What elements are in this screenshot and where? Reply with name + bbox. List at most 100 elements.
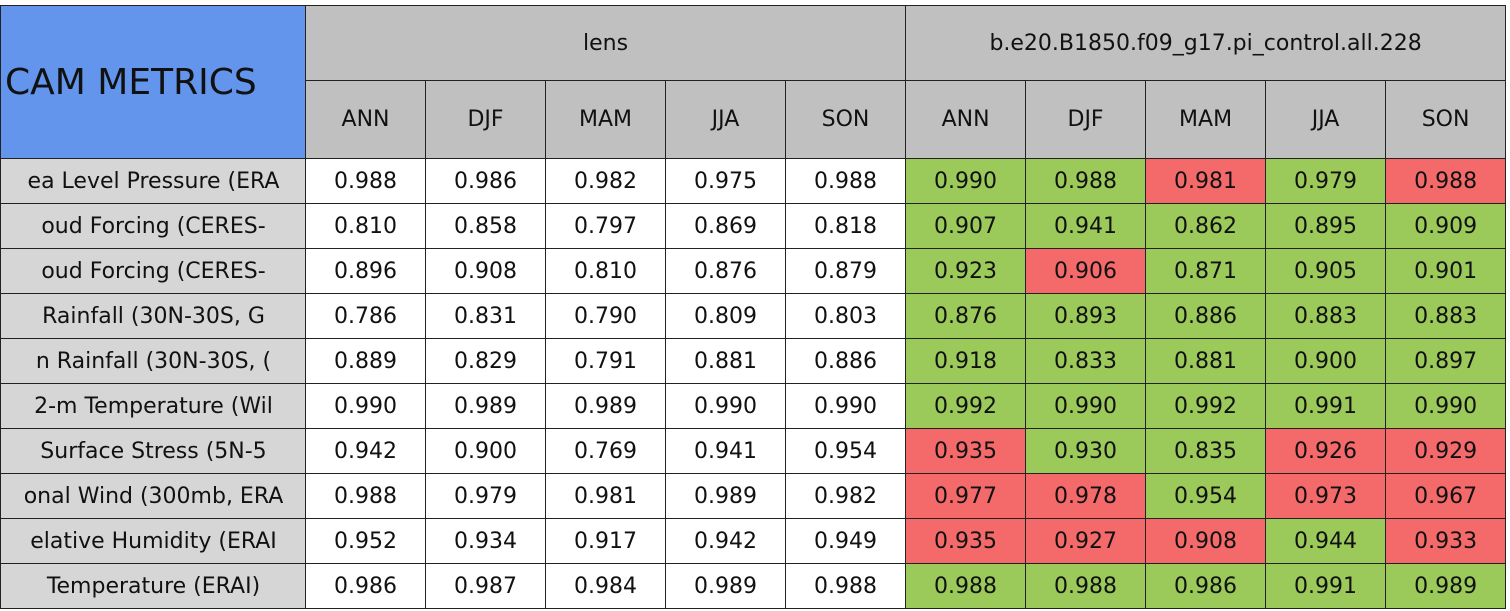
- test-value: 0.909: [1385, 203, 1507, 249]
- season-header: JJA: [665, 80, 786, 159]
- row-label-cell: 2-m Temperature (Wil: [0, 383, 306, 429]
- season-header: ANN: [905, 80, 1027, 159]
- lens-value: 0.989: [545, 383, 666, 429]
- row-label-cell: oud Forcing (CERES-: [0, 203, 306, 249]
- data-row: oud Forcing (CERES- 0.810 0.858 0.797 0.869 0…: [0, 203, 1507, 249]
- lens-value: 0.990: [305, 383, 426, 429]
- row-label-cell: Temperature (ERAI): [0, 563, 306, 609]
- season-header: ANN: [305, 80, 426, 159]
- lens-value: 0.809: [665, 293, 786, 339]
- test-value: 0.990: [905, 158, 1027, 204]
- lens-value: 0.869: [665, 203, 786, 249]
- test-value: 0.900: [1265, 338, 1387, 384]
- test-value: 0.871: [1145, 248, 1267, 294]
- row-label-text: oud Forcing (CERES-: [41, 258, 266, 284]
- test-value: 0.835: [1145, 428, 1267, 474]
- test-value: 0.986: [1145, 563, 1267, 609]
- row-label: onal Wind (300mb, ERA: [2, 483, 305, 509]
- metrics-table: CAM METRICS lens b.e20.B1850.f09_g17.pi_co…: [0, 5, 1507, 609]
- test-value: 0.990: [1025, 383, 1147, 429]
- test-value: 0.883: [1265, 293, 1387, 339]
- lens-value: 0.988: [784, 563, 907, 609]
- test-value: 0.905: [1265, 248, 1387, 294]
- test-value: 0.979: [1265, 158, 1387, 204]
- row-label-cell: oud Forcing (CERES-: [0, 248, 306, 294]
- lens-value: 0.987: [425, 563, 546, 609]
- test-value: 0.944: [1265, 518, 1387, 564]
- row-label-cell: onal Wind (300mb, ERA: [0, 473, 306, 519]
- lens-value: 0.989: [425, 383, 546, 429]
- test-value: 0.935: [905, 428, 1027, 474]
- test-value: 0.918: [905, 338, 1027, 384]
- test-value: 0.941: [1025, 203, 1147, 249]
- lens-value: 0.889: [305, 338, 426, 384]
- data-row: elative Humidity (ERAI 0.952 0.934 0.917 0.9…: [0, 518, 1507, 564]
- test-value: 0.886: [1145, 293, 1267, 339]
- test-value: 0.988: [1385, 158, 1507, 204]
- lens-value: 0.908: [425, 248, 546, 294]
- lens-value: 0.942: [305, 428, 426, 474]
- test-value: 0.992: [1145, 383, 1267, 429]
- lens-value: 0.791: [545, 338, 666, 384]
- season-header: DJF: [1025, 80, 1147, 159]
- row-label-text: Temperature (ERAI): [46, 573, 261, 599]
- lens-value: 0.886: [784, 338, 907, 384]
- row-label-cell: elative Humidity (ERAI: [0, 518, 306, 564]
- season-header: DJF: [425, 80, 546, 159]
- lens-value: 0.989: [665, 563, 786, 609]
- test-value: 0.926: [1265, 428, 1387, 474]
- season-header: JJA: [1265, 80, 1387, 159]
- data-row: onal Wind (300mb, ERA 0.988 0.979 0.981 0.98…: [0, 473, 1507, 519]
- lens-value: 0.988: [305, 473, 426, 519]
- test-value: 0.908: [1145, 518, 1267, 564]
- test-value: 0.954: [1145, 473, 1267, 519]
- lens-value: 0.818: [784, 203, 907, 249]
- data-row: Rainfall (30N-30S, G 0.786 0.831 0.790 0.809…: [0, 293, 1507, 339]
- test-value: 0.927: [1025, 518, 1147, 564]
- lens-value: 0.881: [665, 338, 786, 384]
- season-header: SON: [1385, 80, 1507, 159]
- test-value: 0.883: [1385, 293, 1507, 339]
- lens-value: 0.858: [425, 203, 546, 249]
- lens-value: 0.790: [545, 293, 666, 339]
- test-value: 0.988: [1025, 563, 1147, 609]
- table-body: CAM METRICS lens b.e20.B1850.f09_g17.pi_co…: [0, 5, 1507, 609]
- lens-value: 0.988: [305, 158, 426, 204]
- lens-value: 0.982: [784, 473, 907, 519]
- lens-value: 0.952: [305, 518, 426, 564]
- row-label: 2-m Temperature (Wil: [2, 394, 305, 419]
- season-header: SON: [784, 80, 907, 159]
- test-value: 0.981: [1145, 158, 1267, 204]
- table-title: CAM METRICS: [0, 5, 306, 159]
- row-label: oud Forcing (CERES-: [2, 214, 305, 239]
- row-label: Rainfall (30N-30S, G: [2, 303, 305, 329]
- lens-value: 0.984: [545, 563, 666, 609]
- lens-value: 0.934: [425, 518, 546, 564]
- lens-value: 0.831: [425, 293, 546, 339]
- test-value: 0.991: [1265, 383, 1387, 429]
- lens-value: 0.986: [305, 563, 426, 609]
- test-value: 0.907: [905, 203, 1027, 249]
- row-label: Surface Stress (5N-5: [2, 438, 305, 464]
- row-label-text: Rainfall (30N-30S, G: [42, 303, 265, 329]
- test-value: 0.992: [905, 383, 1027, 429]
- test-value: 0.906: [1025, 248, 1147, 294]
- row-label-text: onal Wind (300mb, ERA: [23, 483, 284, 509]
- row-label-text: Surface Stress (5N-5: [40, 438, 267, 464]
- lens-value: 0.803: [784, 293, 907, 339]
- test-value: 0.897: [1385, 338, 1507, 384]
- data-row: ea Level Pressure (ERA 0.988 0.986 0.982 0.9…: [0, 158, 1507, 204]
- row-label-text: n Rainfall (30N-30S, (: [35, 348, 272, 374]
- data-row: n Rainfall (30N-30S, (0.889 0.829 0.791 0.8…: [0, 338, 1507, 384]
- test-value: 0.967: [1385, 473, 1507, 519]
- test-value: 0.935: [905, 518, 1027, 564]
- row-label-cell: ea Level Pressure (ERA: [0, 158, 306, 204]
- group-header: lens: [304, 5, 907, 81]
- lens-value: 0.786: [305, 293, 426, 339]
- test-value: 0.895: [1265, 203, 1387, 249]
- test-value: 0.876: [905, 293, 1027, 339]
- lens-value: 0.942: [665, 518, 786, 564]
- test-value: 0.991: [1265, 563, 1387, 609]
- lens-value: 0.981: [545, 473, 666, 519]
